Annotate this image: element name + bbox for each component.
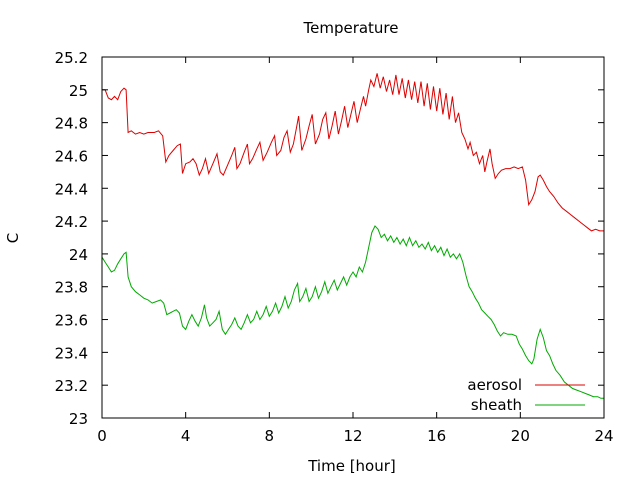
series-layer xyxy=(101,73,604,399)
series-line-aerosol xyxy=(102,73,604,232)
series-line-sheath xyxy=(101,225,604,399)
y-tick-label: 24.4 xyxy=(55,180,88,198)
y-axis-label: C xyxy=(4,233,22,243)
x-tick-label: 20 xyxy=(511,427,530,445)
y-tick-label: 24.8 xyxy=(55,115,88,133)
y-tick-label: 23.2 xyxy=(55,377,88,395)
y-tick-label: 25 xyxy=(69,82,88,100)
legend: aerosol sheath xyxy=(467,376,585,414)
x-tick-label: 16 xyxy=(427,427,446,445)
chart-title: Temperature xyxy=(302,19,398,37)
y-tick-label: 23.8 xyxy=(55,279,88,297)
y-tick-label: 24.2 xyxy=(55,213,88,231)
x-tick-label: 8 xyxy=(265,427,275,445)
plot-frame xyxy=(101,56,605,419)
y-tick-label: 25.2 xyxy=(55,49,88,67)
x-tick-label: 24 xyxy=(594,427,613,445)
ticks-layer: 0 4 8 12 16 20 24 23 23.2 23.4 23.6 23.8 24 24.2 24.4 2… xyxy=(55,49,614,445)
y-tick-label: 24.6 xyxy=(55,147,88,165)
y-tick-label: 23.4 xyxy=(55,344,88,362)
x-tick-label: 12 xyxy=(343,427,362,445)
x-tick-label: 4 xyxy=(181,427,191,445)
y-tick-label: 23 xyxy=(69,410,88,428)
x-axis-label: Time [hour] xyxy=(307,457,396,475)
x-tick-label: 0 xyxy=(97,427,107,445)
y-tick-label: 24 xyxy=(69,246,88,264)
legend-label-aerosol: aerosol xyxy=(467,376,522,394)
y-tick-label: 23.6 xyxy=(55,312,88,330)
legend-label-sheath: sheath xyxy=(471,396,522,414)
